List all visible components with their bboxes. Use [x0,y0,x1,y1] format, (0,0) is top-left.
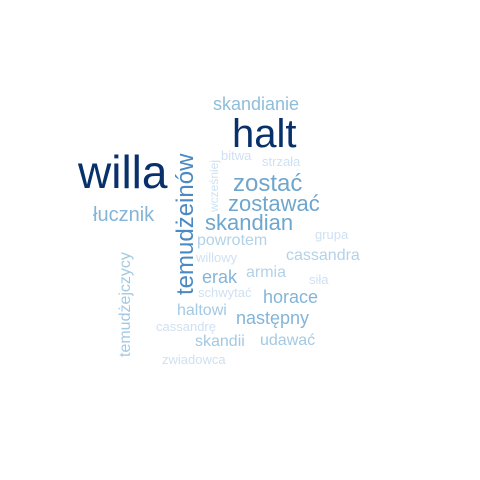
word-udawac: udawać [260,332,316,349]
word-armia: armia [246,264,287,281]
word-zostac: zostać [233,170,303,197]
word-lucznik: łucznik [93,204,155,226]
word-haltowi: haltowi [177,302,227,319]
word-nastepny: następny [236,308,310,328]
word-willowy: willowy [196,250,238,265]
word-cassandra: cassandra [286,247,360,264]
word-sila: siła [309,272,329,287]
word-halt: halt [232,112,297,156]
word-temudzeinow: temudżeinów [172,153,199,295]
word-zostawac: zostawać [228,191,320,216]
word-grupa: grupa [315,227,349,242]
word-temudzejczycy: temudżejczycy [117,252,134,357]
word-horace: horace [263,287,319,307]
word-bitwa: bitwa [221,148,252,163]
word-schwytac: schwytać [198,285,252,300]
word-cassandre: cassandrę [156,319,216,334]
word-zwiadowca: zwiadowca [162,352,226,367]
word-skandian: skandian [205,210,294,235]
word-strzala: strzała [262,154,301,169]
word-powrotem: powrotem [197,232,268,249]
word-skandianie: skandianie [213,94,300,114]
word-erak: erak [202,267,238,287]
word-skandii: skandii [195,333,245,350]
word-wczesniej: wcześniej [207,159,221,212]
word-willa: willa [78,146,168,198]
